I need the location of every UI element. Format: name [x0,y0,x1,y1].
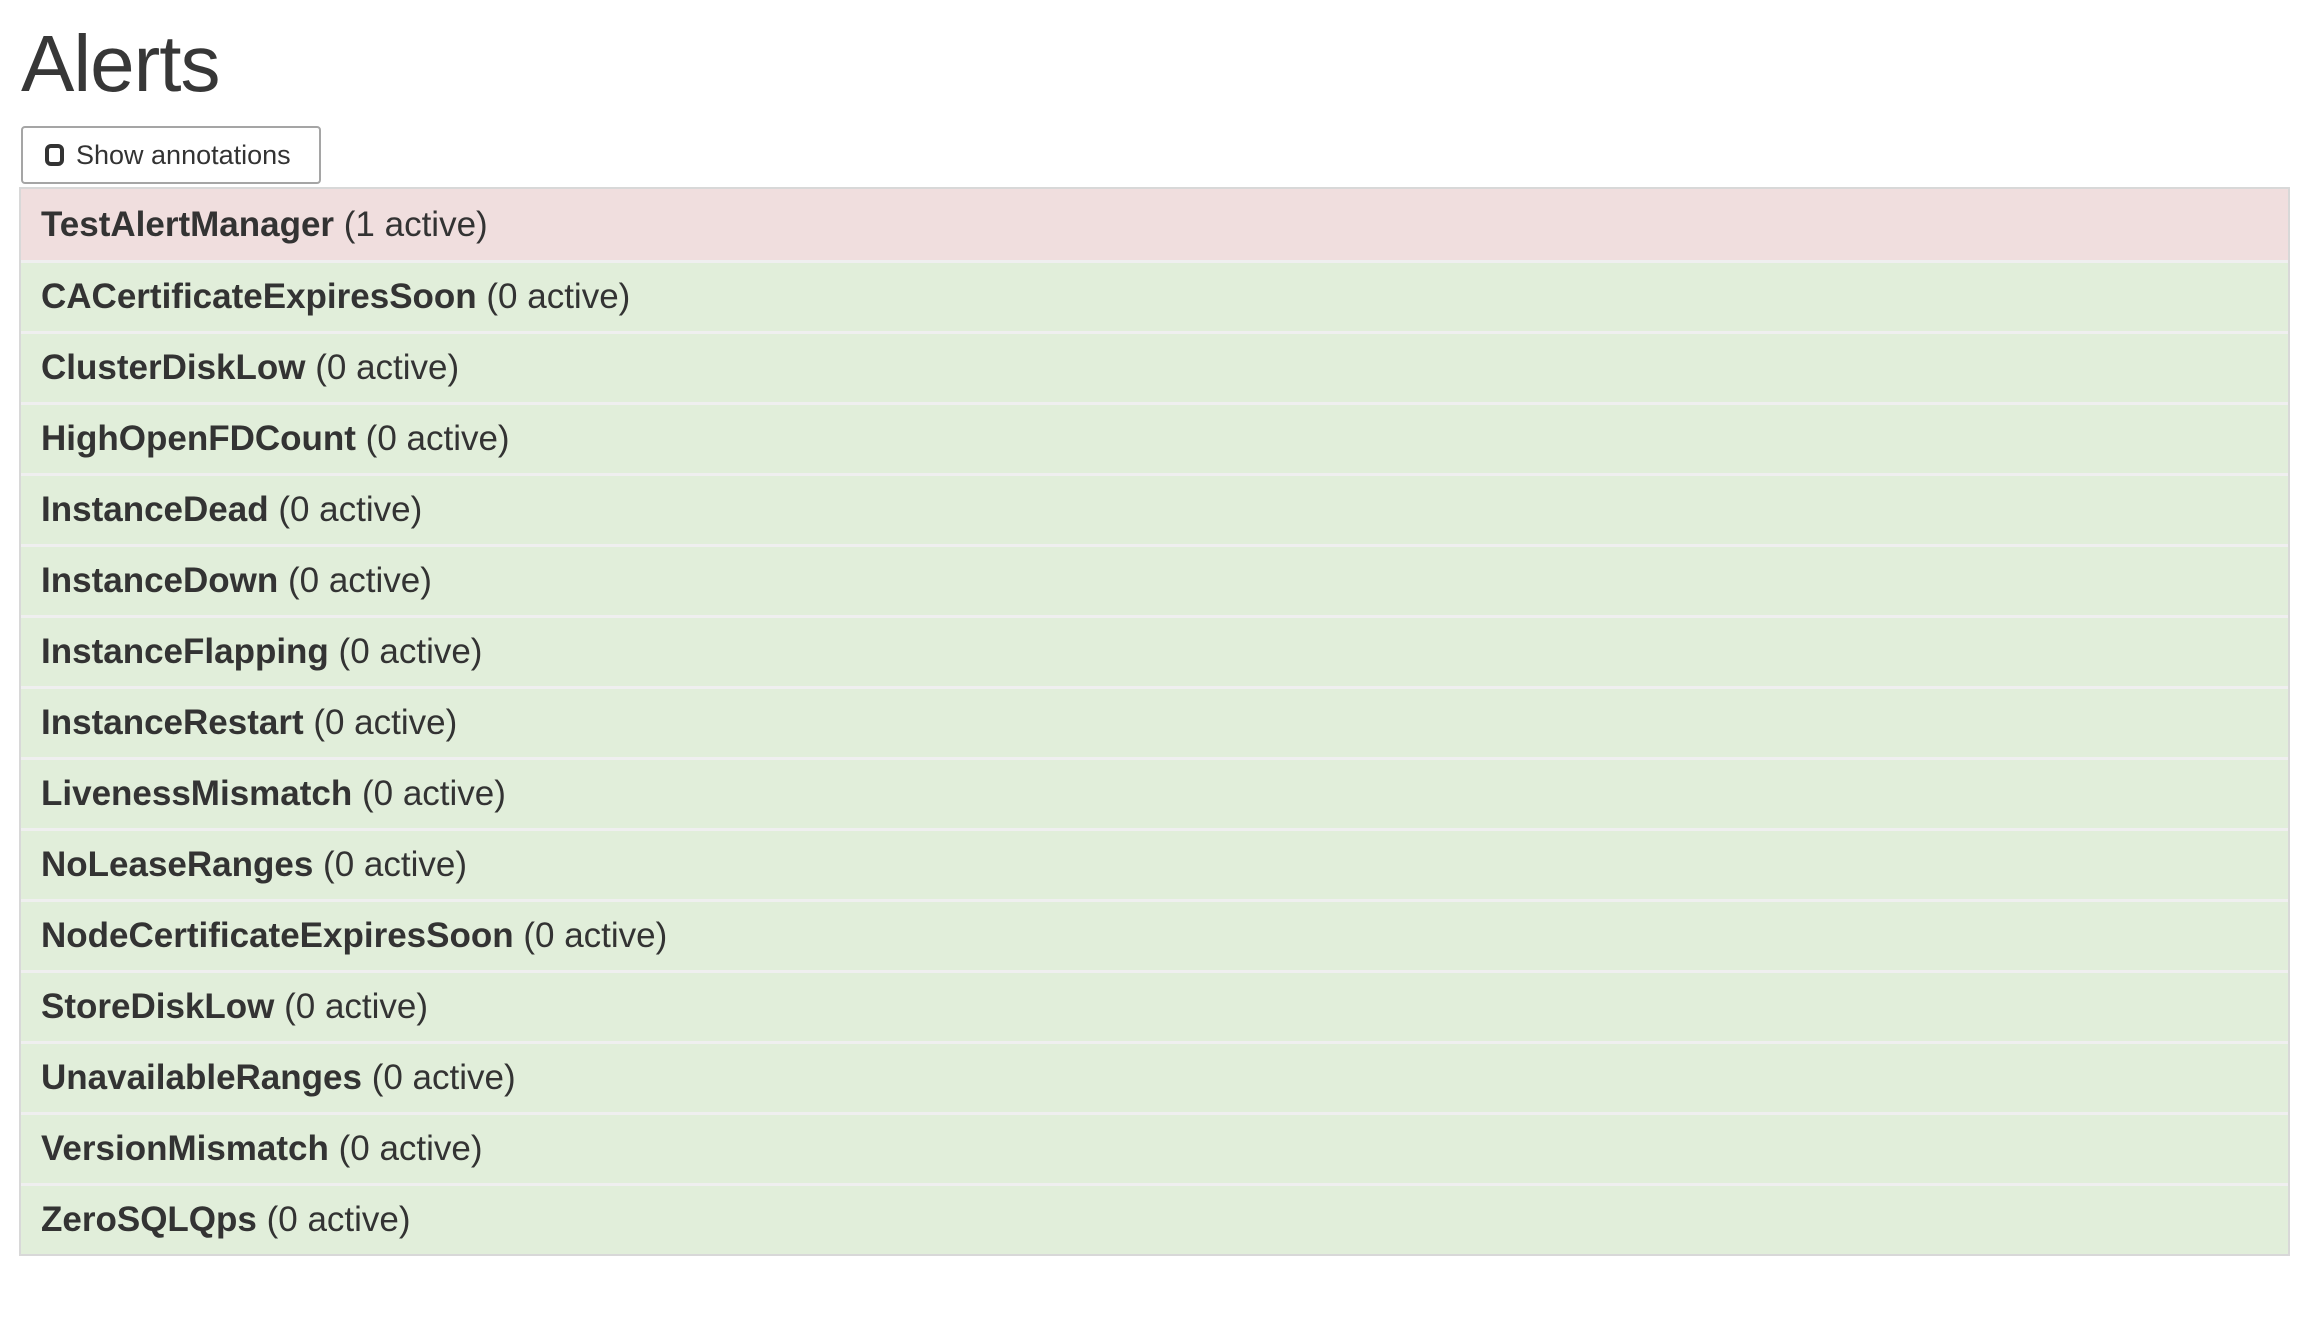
alert-name: LivenessMismatch [41,774,353,813]
alert-active-count: (1 active) [334,204,488,244]
alert-name: InstanceFlapping [41,632,329,671]
checkbox-icon[interactable] [45,144,64,166]
alert-active-count: (0 active) [352,774,506,813]
show-annotations-button[interactable]: Show annotations [21,126,321,184]
alert-active-count: (0 active) [328,632,483,671]
alert-row-StoreDiskLow[interactable]: StoreDiskLow (0 active) [21,970,2288,1041]
alert-row-NodeCertificateExpiresSoon[interactable]: NodeCertificateExpiresSoon (0 active) [21,899,2288,970]
alert-row-InstanceRestart[interactable]: InstanceRestart (0 active) [21,686,2288,757]
alert-active-count: (0 active) [361,1058,516,1097]
alert-name: UnavailableRanges [41,1058,362,1097]
alert-row-UnavailableRanges[interactable]: UnavailableRanges (0 active) [21,1041,2288,1112]
alert-name: VersionMismatch [41,1129,329,1168]
alert-name: TestAlertManager [41,204,335,244]
alert-active-count: (0 active) [328,1129,483,1168]
page-title: Alerts [21,19,221,108]
alert-row-NoLeaseRanges[interactable]: NoLeaseRanges (0 active) [21,828,2288,899]
alert-row-VersionMismatch[interactable]: VersionMismatch (0 active) [21,1112,2288,1183]
alert-active-count: (0 active) [303,703,458,742]
alert-active-count: (0 active) [305,348,460,387]
alert-name: NoLeaseRanges [41,845,314,884]
alert-name: StoreDiskLow [41,987,275,1026]
alert-name: InstanceDown [41,561,279,600]
alert-active-count: (0 active) [313,845,467,884]
alert-active-count: (0 active) [355,419,510,458]
alert-name: ZeroSQLQps [41,1200,257,1239]
alert-name: InstanceDead [41,490,269,529]
alert-active-count: (0 active) [476,277,631,316]
alert-row-TestAlertManager[interactable]: TestAlertManager (1 active) [21,189,2288,260]
alert-active-count: (0 active) [278,561,432,600]
alert-row-LivenessMismatch[interactable]: LivenessMismatch (0 active) [21,757,2288,828]
alert-row-CACertificateExpiresSoon[interactable]: CACertificateExpiresSoon (0 active) [21,260,2288,331]
alert-name: HighOpenFDCount [41,419,356,458]
alerts-table: TestAlertManager (1 active) CACertificate… [19,187,2290,1256]
alert-name: CACertificateExpiresSoon [41,277,477,316]
alert-row-InstanceDead[interactable]: InstanceDead (0 active) [21,473,2288,544]
alert-row-InstanceDown[interactable]: InstanceDown (0 active) [21,544,2288,615]
alert-active-count: (0 active) [268,490,423,529]
alert-name: ClusterDiskLow [41,348,306,387]
alert-name: InstanceRestart [41,703,304,742]
alert-row-InstanceFlapping[interactable]: InstanceFlapping (0 active) [21,615,2288,686]
alert-row-ZeroSQLQps[interactable]: ZeroSQLQps (0 active) [21,1183,2288,1254]
alert-name: NodeCertificateExpiresSoon [41,916,514,955]
alert-active-count: (0 active) [256,1200,411,1239]
alerts-page: Alerts Show annotations TestAlertManager… [19,19,2290,1256]
alert-row-ClusterDiskLow[interactable]: ClusterDiskLow (0 active) [21,331,2288,402]
alert-active-count: (0 active) [274,987,429,1026]
alert-active-count: (0 active) [513,916,668,955]
alert-row-HighOpenFDCount[interactable]: HighOpenFDCount (0 active) [21,402,2288,473]
show-annotations-label: Show annotations [76,139,291,170]
